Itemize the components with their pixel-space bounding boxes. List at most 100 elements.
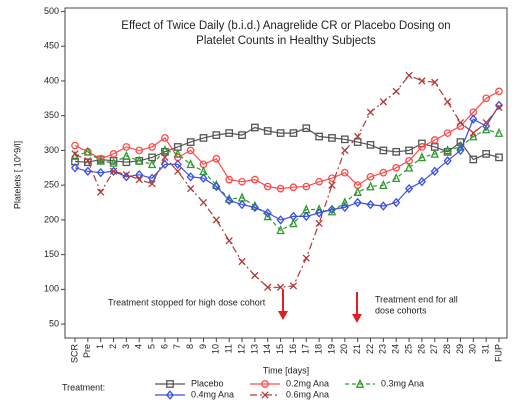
marker [251,123,259,132]
marker [276,283,285,291]
marker [405,146,413,155]
y-tick-label: 200 [44,214,59,224]
x-tick-label: 14 [262,344,272,354]
marker [418,77,426,85]
marker [353,138,362,146]
marker [417,152,427,162]
arrow [278,290,362,323]
marker [173,159,182,170]
marker [160,145,170,155]
marker [315,132,323,141]
marker [199,134,208,142]
marker [392,163,401,172]
legend-label: 0.4mg Ana [191,389,234,399]
marker [263,208,272,218]
y-tick-label: 50 [49,318,59,328]
marker [315,208,324,218]
legend-title: Treatment: [62,382,105,392]
marker [456,145,465,156]
y-tick-label: 250 [44,180,59,190]
y-tick-label: 400 [44,75,59,85]
marker [122,171,131,179]
x-tick-label: 26 [416,344,426,354]
x-tick-label: 23 [378,344,388,354]
marker [469,155,478,164]
marker [443,129,452,137]
legend-label: 0.3mg Ana [381,378,424,388]
x-tick-label: 20 [339,344,349,354]
marker [276,184,285,193]
marker [366,141,375,149]
marker [302,211,311,222]
marker [263,182,272,191]
y-axis-title: Platelets [ 10^9/l] [12,141,22,209]
marker [315,219,323,228]
marker [96,167,105,178]
annotation: Treatment end for all [375,294,458,304]
marker [315,177,323,186]
marker [186,159,195,169]
marker [443,98,452,106]
series-line [74,104,500,221]
marker [135,175,143,184]
y-tick-label: 300 [44,145,59,155]
x-tick-label: 16 [288,344,298,354]
x-tick-label: 5 [146,344,156,349]
marker [482,150,491,158]
marker [392,87,400,96]
series-line [74,126,500,163]
marker [379,201,388,211]
marker [83,146,93,156]
marker [70,163,80,173]
marker [379,168,388,177]
marker [109,157,118,167]
marker [328,134,336,142]
marker [340,202,349,213]
plot-frame [64,7,508,339]
marker [96,155,105,165]
marker [366,172,375,181]
marker [237,199,247,210]
x-tick-label: 12 [236,344,246,354]
marker [161,153,169,162]
marker [430,166,439,176]
x-tick-label: 28 [442,344,452,354]
x-tick-label: FUP [493,344,503,362]
marker [135,146,144,155]
marker [379,98,388,106]
chart-title: Platelet Counts in Healthy Subjects [196,35,376,47]
marker [238,177,246,186]
marker [186,172,195,182]
series-line [74,90,500,190]
marker [238,257,246,266]
marker [405,183,414,194]
marker [263,127,272,135]
x-tick-label: Pre [82,344,92,358]
x-tick-label: 6 [159,344,169,349]
marker [165,390,175,400]
x-tick-label: 21 [352,344,362,354]
marker [148,173,157,183]
marker [148,180,156,188]
x-tick-label: 22 [365,344,375,354]
marker [276,215,285,225]
x-tick-label: 18 [313,344,323,354]
x-tick-label: SCR [69,344,79,364]
x-tick-label: 13 [249,344,259,354]
marker [225,237,233,245]
series-line [74,74,500,288]
marker [430,136,439,144]
marker [212,181,221,192]
marker [225,175,234,184]
marker [392,197,401,208]
marker [494,127,504,137]
marker [135,155,144,165]
marker [354,132,362,141]
marker [469,131,478,141]
marker [366,108,375,116]
legend-label: 0.2mg Ana [286,378,329,388]
marker [494,100,504,110]
marker [289,183,298,192]
marker [174,167,182,175]
marker [495,87,503,96]
